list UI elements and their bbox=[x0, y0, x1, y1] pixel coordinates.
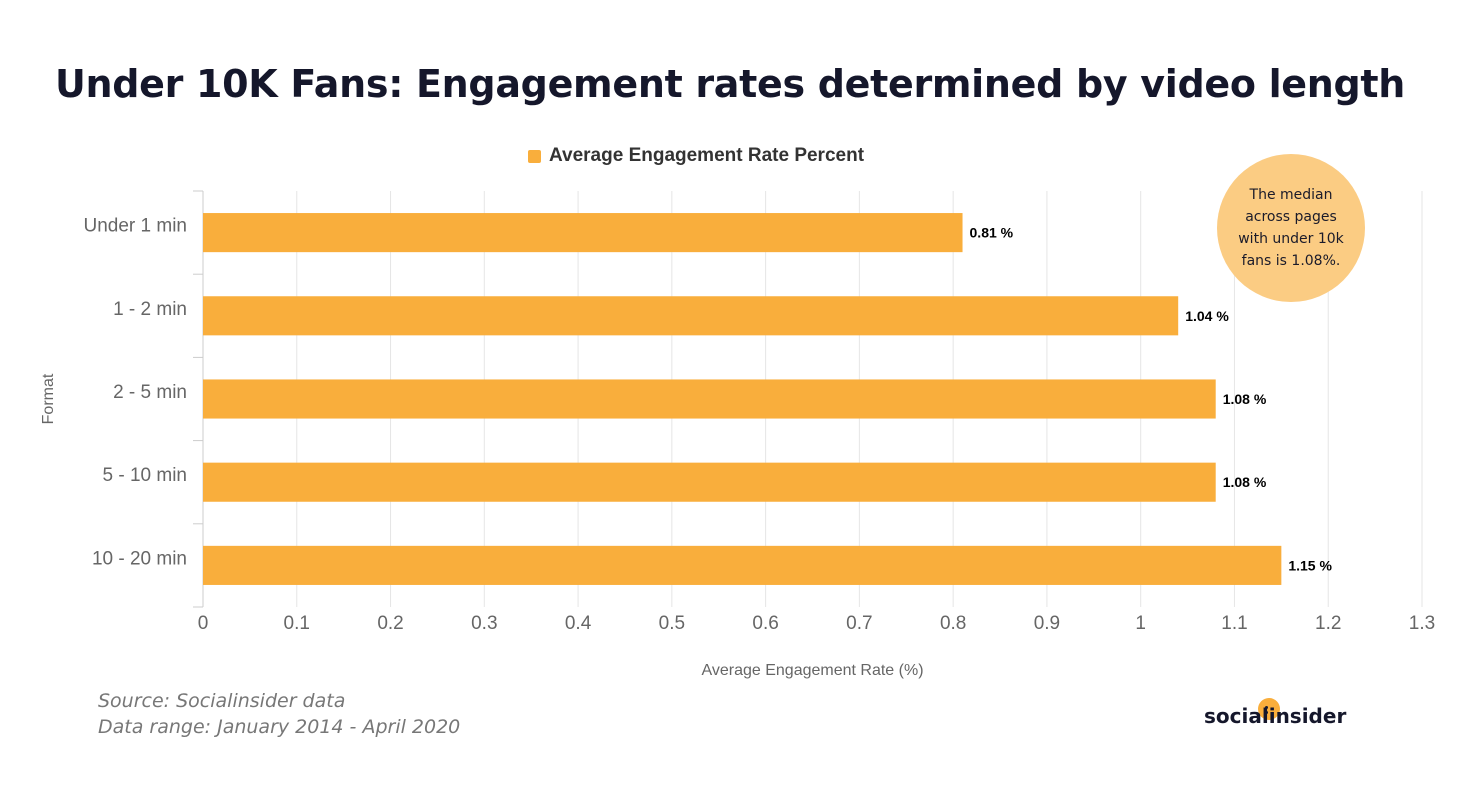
x-axis-title: Average Engagement Rate (%) bbox=[701, 662, 923, 679]
bar bbox=[203, 545, 1282, 585]
x-tick-label: 0.5 bbox=[659, 613, 685, 634]
y-axis-title: Format bbox=[40, 373, 57, 424]
y-tick-label: 5 - 10 min bbox=[103, 465, 187, 486]
x-tick-label: 0.7 bbox=[846, 613, 872, 634]
x-tick-label: 0.1 bbox=[284, 613, 310, 634]
x-tick-label: 0.3 bbox=[471, 613, 497, 634]
bar bbox=[203, 296, 1179, 336]
data-label: 1.15 % bbox=[1288, 557, 1332, 573]
bar bbox=[203, 379, 1216, 419]
legend: Average Engagement Rate Percent bbox=[528, 145, 864, 167]
y-tick-label: 1 - 2 min bbox=[113, 299, 187, 320]
median-annotation: The median across pages with under 10k f… bbox=[1217, 154, 1365, 302]
x-tick-label: 1.1 bbox=[1221, 613, 1247, 634]
data-label: 1.04 % bbox=[1185, 308, 1229, 324]
data-label: 1.08 % bbox=[1223, 391, 1267, 407]
x-tick-label: 1.3 bbox=[1409, 613, 1435, 634]
x-tick-label: 0.6 bbox=[752, 613, 778, 634]
footer-source: Source: Socialinsider data Data range: J… bbox=[98, 688, 460, 740]
x-tick-label: 1.2 bbox=[1315, 613, 1341, 634]
y-tick-label: Under 1 min bbox=[84, 216, 188, 237]
x-tick-label: 1 bbox=[1135, 613, 1146, 634]
data-label: 0.81 % bbox=[970, 225, 1014, 241]
chart-title: Under 10K Fans: Engagement rates determi… bbox=[54, 62, 1406, 106]
x-tick-label: 0.8 bbox=[940, 613, 966, 634]
brand-logo: socialinsider bbox=[1204, 704, 1347, 728]
data-label: 1.08 % bbox=[1223, 474, 1267, 490]
x-tick-label: 0 bbox=[198, 613, 209, 634]
data-range-text: Data range: January 2014 - April 2020 bbox=[98, 716, 461, 738]
y-tick-label: 2 - 5 min bbox=[113, 382, 187, 403]
source-text: Source: Socialinsider data bbox=[98, 690, 346, 712]
bar bbox=[203, 213, 963, 253]
brand-logo-icon bbox=[1258, 698, 1280, 720]
x-tick-label: 0.4 bbox=[565, 613, 592, 634]
x-tick-label: 0.9 bbox=[1034, 613, 1060, 634]
bar bbox=[203, 462, 1216, 502]
y-tick-label: 10 - 20 min bbox=[92, 548, 187, 569]
legend-swatch bbox=[528, 149, 541, 163]
legend-label: Average Engagement Rate Percent bbox=[549, 145, 865, 166]
x-tick-label: 0.2 bbox=[377, 613, 403, 634]
